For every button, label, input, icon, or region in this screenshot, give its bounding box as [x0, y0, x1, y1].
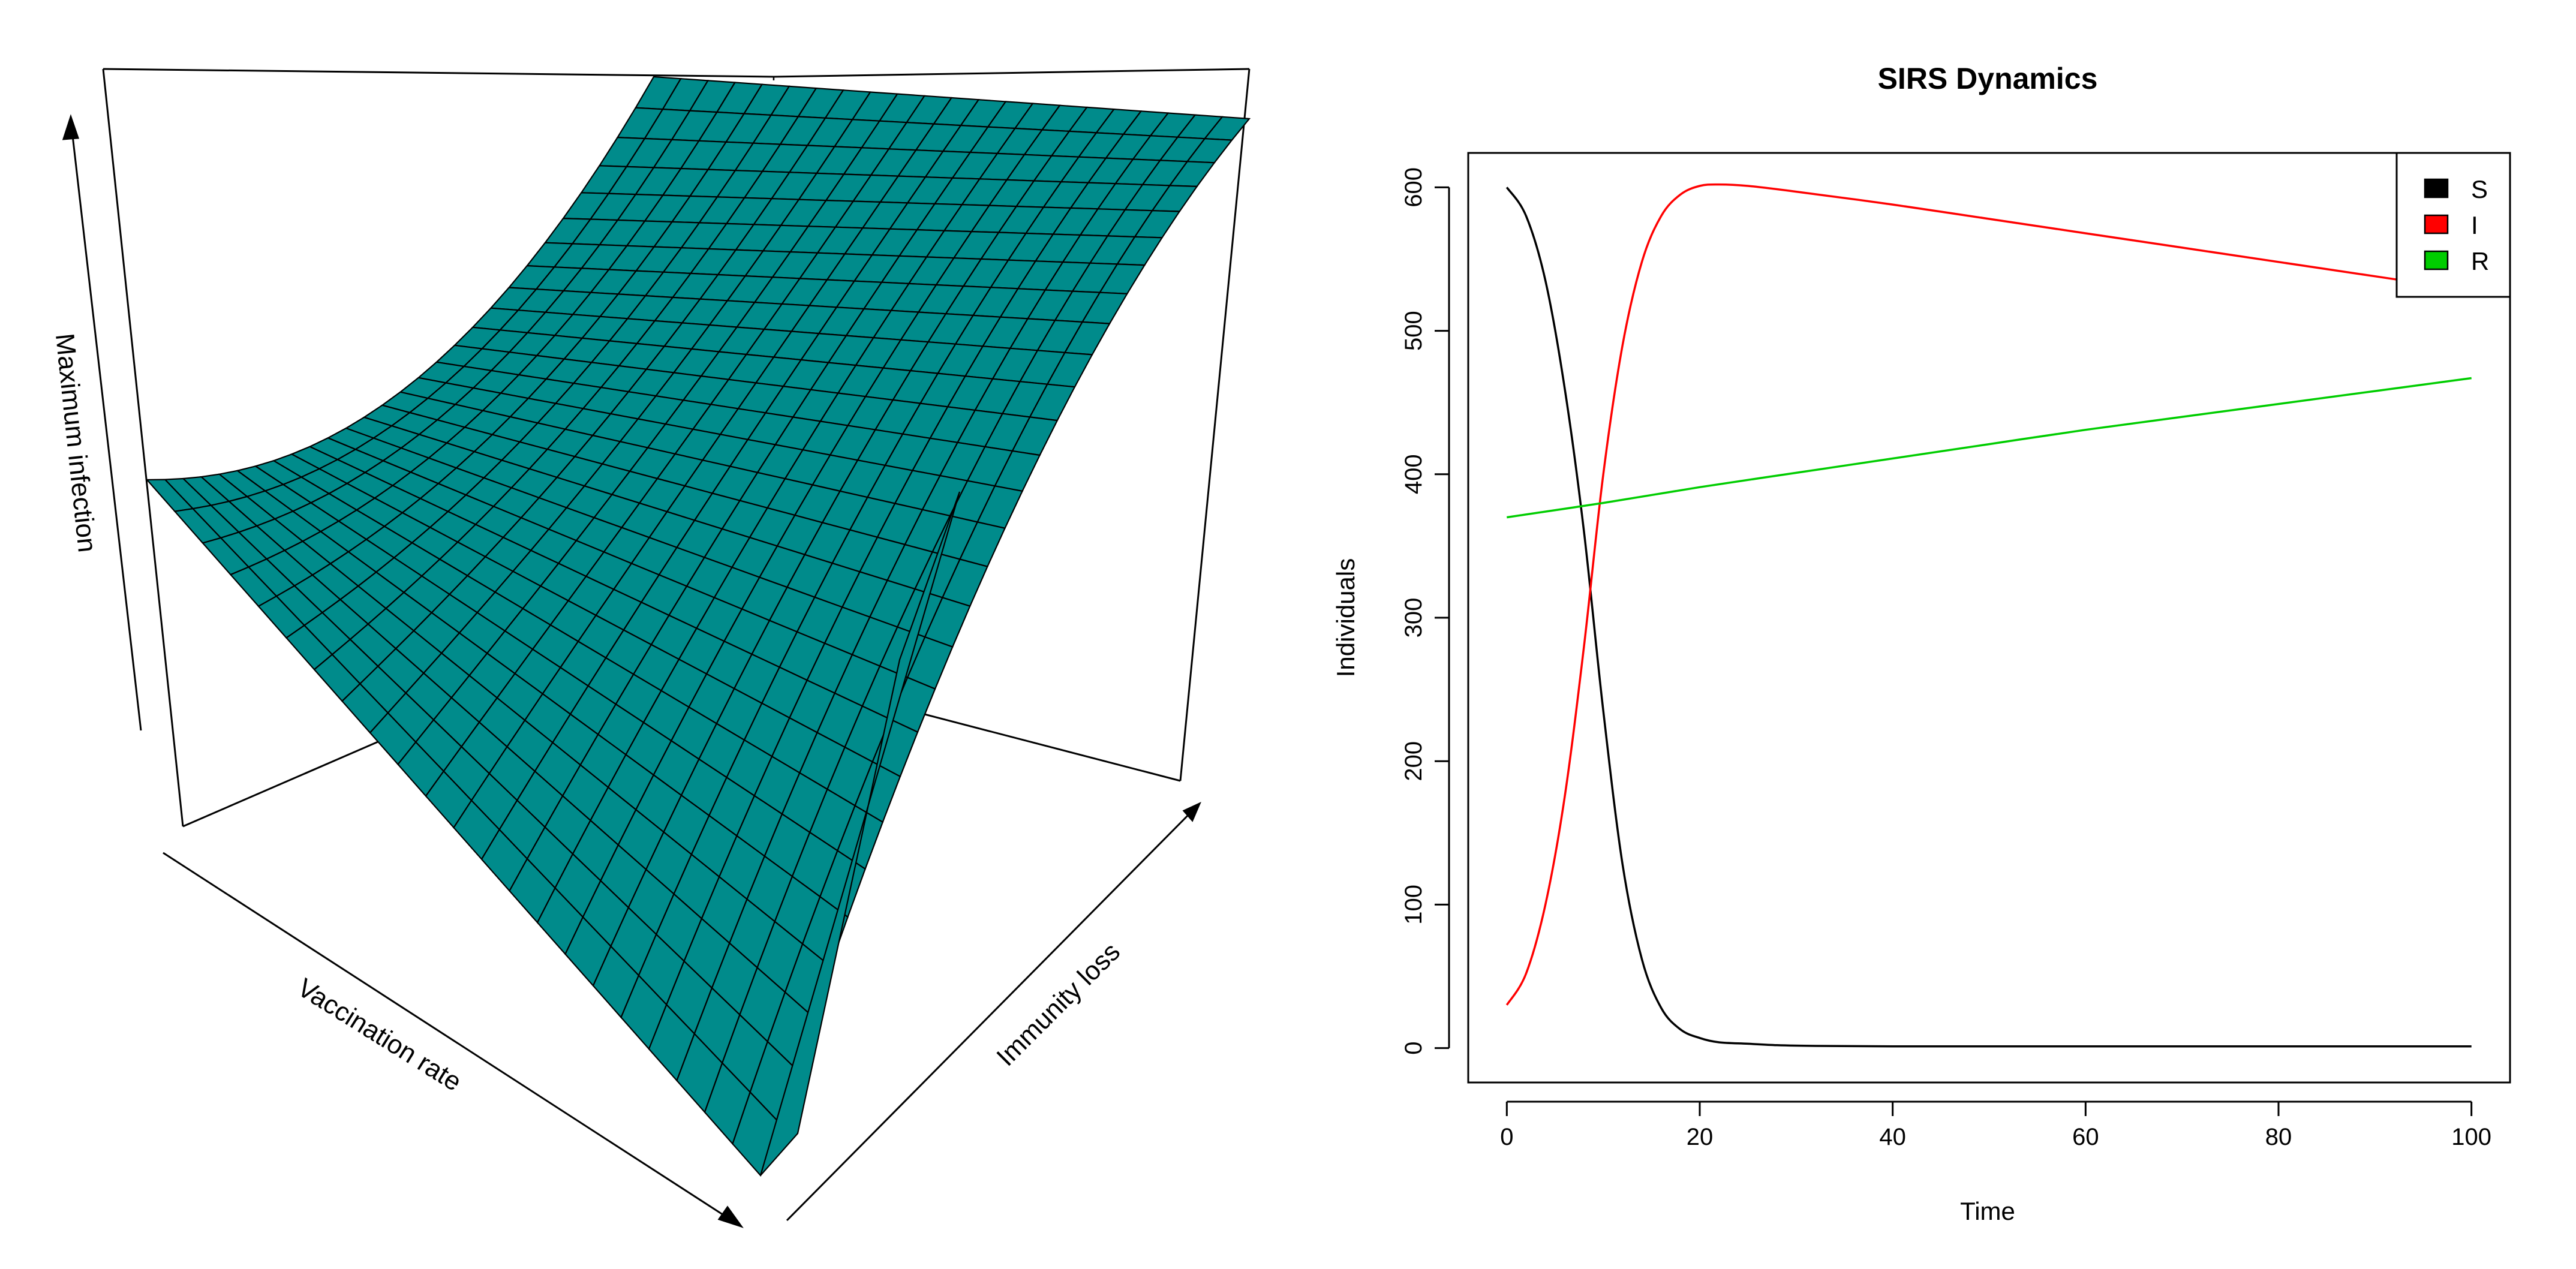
series-lines: [1505, 183, 2472, 1048]
y-tick-label: 200: [1400, 741, 1427, 781]
surface-mesh: [145, 76, 1251, 1177]
legend-box: [2395, 152, 2511, 298]
z-axis-label: Maximum infection: [50, 332, 102, 554]
series-line-r: [1507, 377, 2472, 519]
x-tick-label: 0: [1500, 1124, 1513, 1150]
series-line-i: [1505, 183, 2472, 1006]
y-axis: 0 100 200 300 400 500 600: [1400, 167, 1450, 1055]
y-axis-arrowhead-icon: [1182, 802, 1201, 822]
y-tick-label: 0: [1400, 1041, 1427, 1054]
y-tick-label: 400: [1400, 454, 1427, 494]
x-tick-label: 20: [1687, 1124, 1714, 1150]
axis-arrows: [62, 114, 1201, 1228]
legend-label-i: I: [2471, 211, 2478, 239]
y-axis-title: Individuals: [1331, 558, 1360, 677]
legend-swatch-i: [2424, 214, 2449, 234]
box-edge-top-right-side: [1179, 68, 1251, 781]
y-tick-label: 100: [1400, 885, 1427, 925]
x-tick-label: 80: [2265, 1124, 2292, 1150]
y-tick-label: 300: [1400, 598, 1427, 638]
z-axis-arrow: [70, 119, 142, 731]
legend-swatch-s: [2424, 178, 2449, 199]
legend-label-s: S: [2471, 175, 2488, 203]
y-axis-arrow: [786, 805, 1198, 1222]
series-line-s: [1505, 187, 2472, 1048]
y-tick-label: 600: [1400, 167, 1427, 208]
plot-frame: [1467, 152, 2511, 1084]
x-axis-arrowhead-icon: [717, 1205, 744, 1228]
x-tick-label: 40: [1879, 1124, 1906, 1150]
y-tick-label: 500: [1400, 311, 1427, 351]
x-axis-title: Time: [1960, 1197, 2015, 1225]
surface-plot: Maximum infection Vaccination rate Immun…: [50, 68, 1251, 1228]
box-edge-top-back-left: [103, 68, 774, 78]
x-axis: 0 20 40 60 80 100: [1500, 1100, 2491, 1150]
x-axis-label: Vaccination rate: [292, 973, 467, 1097]
surface-front-skirt: [759, 491, 961, 1176]
y-axis-label: Immunity loss: [991, 937, 1126, 1072]
x-axis-arrow: [163, 852, 737, 1225]
z-axis-arrowhead-icon: [62, 114, 80, 140]
chart-title: SIRS Dynamics: [1878, 62, 2098, 95]
box-edge-top-back-right: [773, 68, 1250, 78]
legend-label-r: R: [2471, 247, 2489, 275]
line-chart: SIRS Dynamics 0 100 200 300 400 500 600 0 20 40 6…: [1331, 62, 2511, 1225]
x-tick-label: 60: [2072, 1124, 2099, 1150]
legend: SIR: [2395, 152, 2511, 298]
box-edge-top-left-side: [102, 68, 184, 827]
legend-swatch-r: [2424, 250, 2449, 270]
x-tick-label: 100: [2451, 1124, 2491, 1150]
